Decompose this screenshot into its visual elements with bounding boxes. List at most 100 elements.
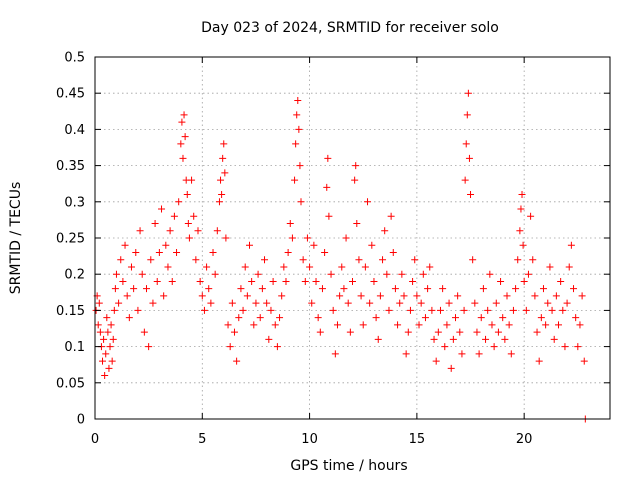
- data-point: [183, 191, 191, 199]
- data-point: [580, 357, 588, 365]
- data-point: [464, 89, 472, 97]
- data-point: [200, 306, 208, 314]
- data-point: [134, 306, 142, 314]
- data-point: [258, 285, 266, 293]
- data-point: [533, 328, 541, 336]
- data-point: [535, 357, 543, 365]
- data-point: [147, 256, 155, 264]
- data-point: [520, 277, 528, 285]
- data-point: [352, 162, 360, 170]
- data-point: [447, 364, 455, 372]
- data-point: [299, 256, 307, 264]
- data-point: [241, 263, 249, 271]
- data-point: [220, 140, 228, 148]
- y-tick-label: 0.35: [56, 159, 85, 174]
- data-point: [359, 321, 367, 329]
- data-point: [441, 343, 449, 351]
- data-point: [282, 277, 290, 285]
- data-point: [256, 314, 264, 322]
- data-point: [301, 277, 309, 285]
- data-point: [501, 335, 509, 343]
- data-point: [518, 191, 526, 199]
- data-point: [203, 263, 211, 271]
- data-point: [505, 321, 513, 329]
- data-point: [284, 248, 292, 256]
- x-tick-label: 10: [301, 432, 318, 447]
- data-point: [219, 154, 227, 162]
- x-tick-label: 5: [198, 432, 206, 447]
- data-point: [419, 270, 427, 278]
- chart-title: Day 023 of 2024, SRMTID for receiver sol…: [201, 20, 499, 36]
- data-point: [482, 335, 490, 343]
- data-point: [404, 328, 412, 336]
- data-point: [310, 241, 318, 249]
- data-point: [250, 321, 258, 329]
- data-point: [542, 321, 550, 329]
- data-point: [539, 285, 547, 293]
- data-point: [324, 154, 332, 162]
- data-point: [224, 321, 232, 329]
- data-point: [312, 277, 320, 285]
- data-point: [578, 292, 586, 300]
- data-point: [246, 241, 253, 249]
- y-tick-label: 0.15: [56, 304, 85, 319]
- data-point: [475, 350, 483, 358]
- data-point: [286, 220, 294, 228]
- data-point: [265, 335, 273, 343]
- y-tick-label: 0: [77, 413, 85, 428]
- data-point: [434, 328, 442, 336]
- data-point: [222, 234, 230, 242]
- data-point: [391, 285, 399, 293]
- data-point: [96, 328, 104, 336]
- data-point: [364, 198, 372, 206]
- data-point: [361, 263, 369, 271]
- data-point: [303, 234, 311, 242]
- data-point: [111, 285, 119, 293]
- data-point: [469, 256, 477, 264]
- axis-ticks: [94, 56, 610, 420]
- data-point: [567, 241, 575, 249]
- data-point: [402, 350, 410, 358]
- data-point: [430, 335, 438, 343]
- data-point: [372, 314, 380, 322]
- data-point: [292, 140, 300, 148]
- data-point: [355, 256, 363, 264]
- data-point: [576, 321, 584, 329]
- data-point: [248, 277, 256, 285]
- data-point: [421, 314, 429, 322]
- data-point: [461, 176, 469, 184]
- data-point: [471, 299, 479, 307]
- x-tick-label: 15: [409, 432, 426, 447]
- data-point: [557, 277, 565, 285]
- data-point: [228, 299, 236, 307]
- data-point: [221, 169, 229, 177]
- data-point: [497, 277, 505, 285]
- data-point: [269, 277, 277, 285]
- data-point: [95, 299, 103, 307]
- data-point: [331, 350, 339, 358]
- data-point: [387, 212, 395, 220]
- data-point: [383, 270, 391, 278]
- y-tick-label: 0.3: [64, 195, 85, 210]
- data-point: [218, 191, 226, 199]
- data-points: [92, 89, 589, 423]
- data-point: [465, 154, 473, 162]
- data-point: [294, 96, 302, 104]
- data-point: [107, 321, 115, 329]
- data-point: [417, 299, 425, 307]
- data-point: [381, 227, 389, 235]
- data-point: [297, 198, 305, 206]
- data-point: [389, 248, 397, 256]
- x-axis-label: GPS time / hours: [290, 458, 407, 474]
- data-point: [428, 306, 436, 314]
- data-point: [276, 314, 284, 322]
- data-point: [136, 227, 144, 235]
- data-point: [488, 321, 496, 329]
- y-tick-labels: 0 0.05 0.1 0.15 0.2 0.25 0.3 0.35 0.4 0.45 0.5: [56, 51, 85, 428]
- data-point: [213, 227, 221, 235]
- data-point: [121, 241, 129, 249]
- y-tick-label: 0.25: [56, 232, 85, 247]
- data-point: [237, 285, 245, 293]
- data-point: [329, 306, 337, 314]
- data-point: [178, 118, 186, 126]
